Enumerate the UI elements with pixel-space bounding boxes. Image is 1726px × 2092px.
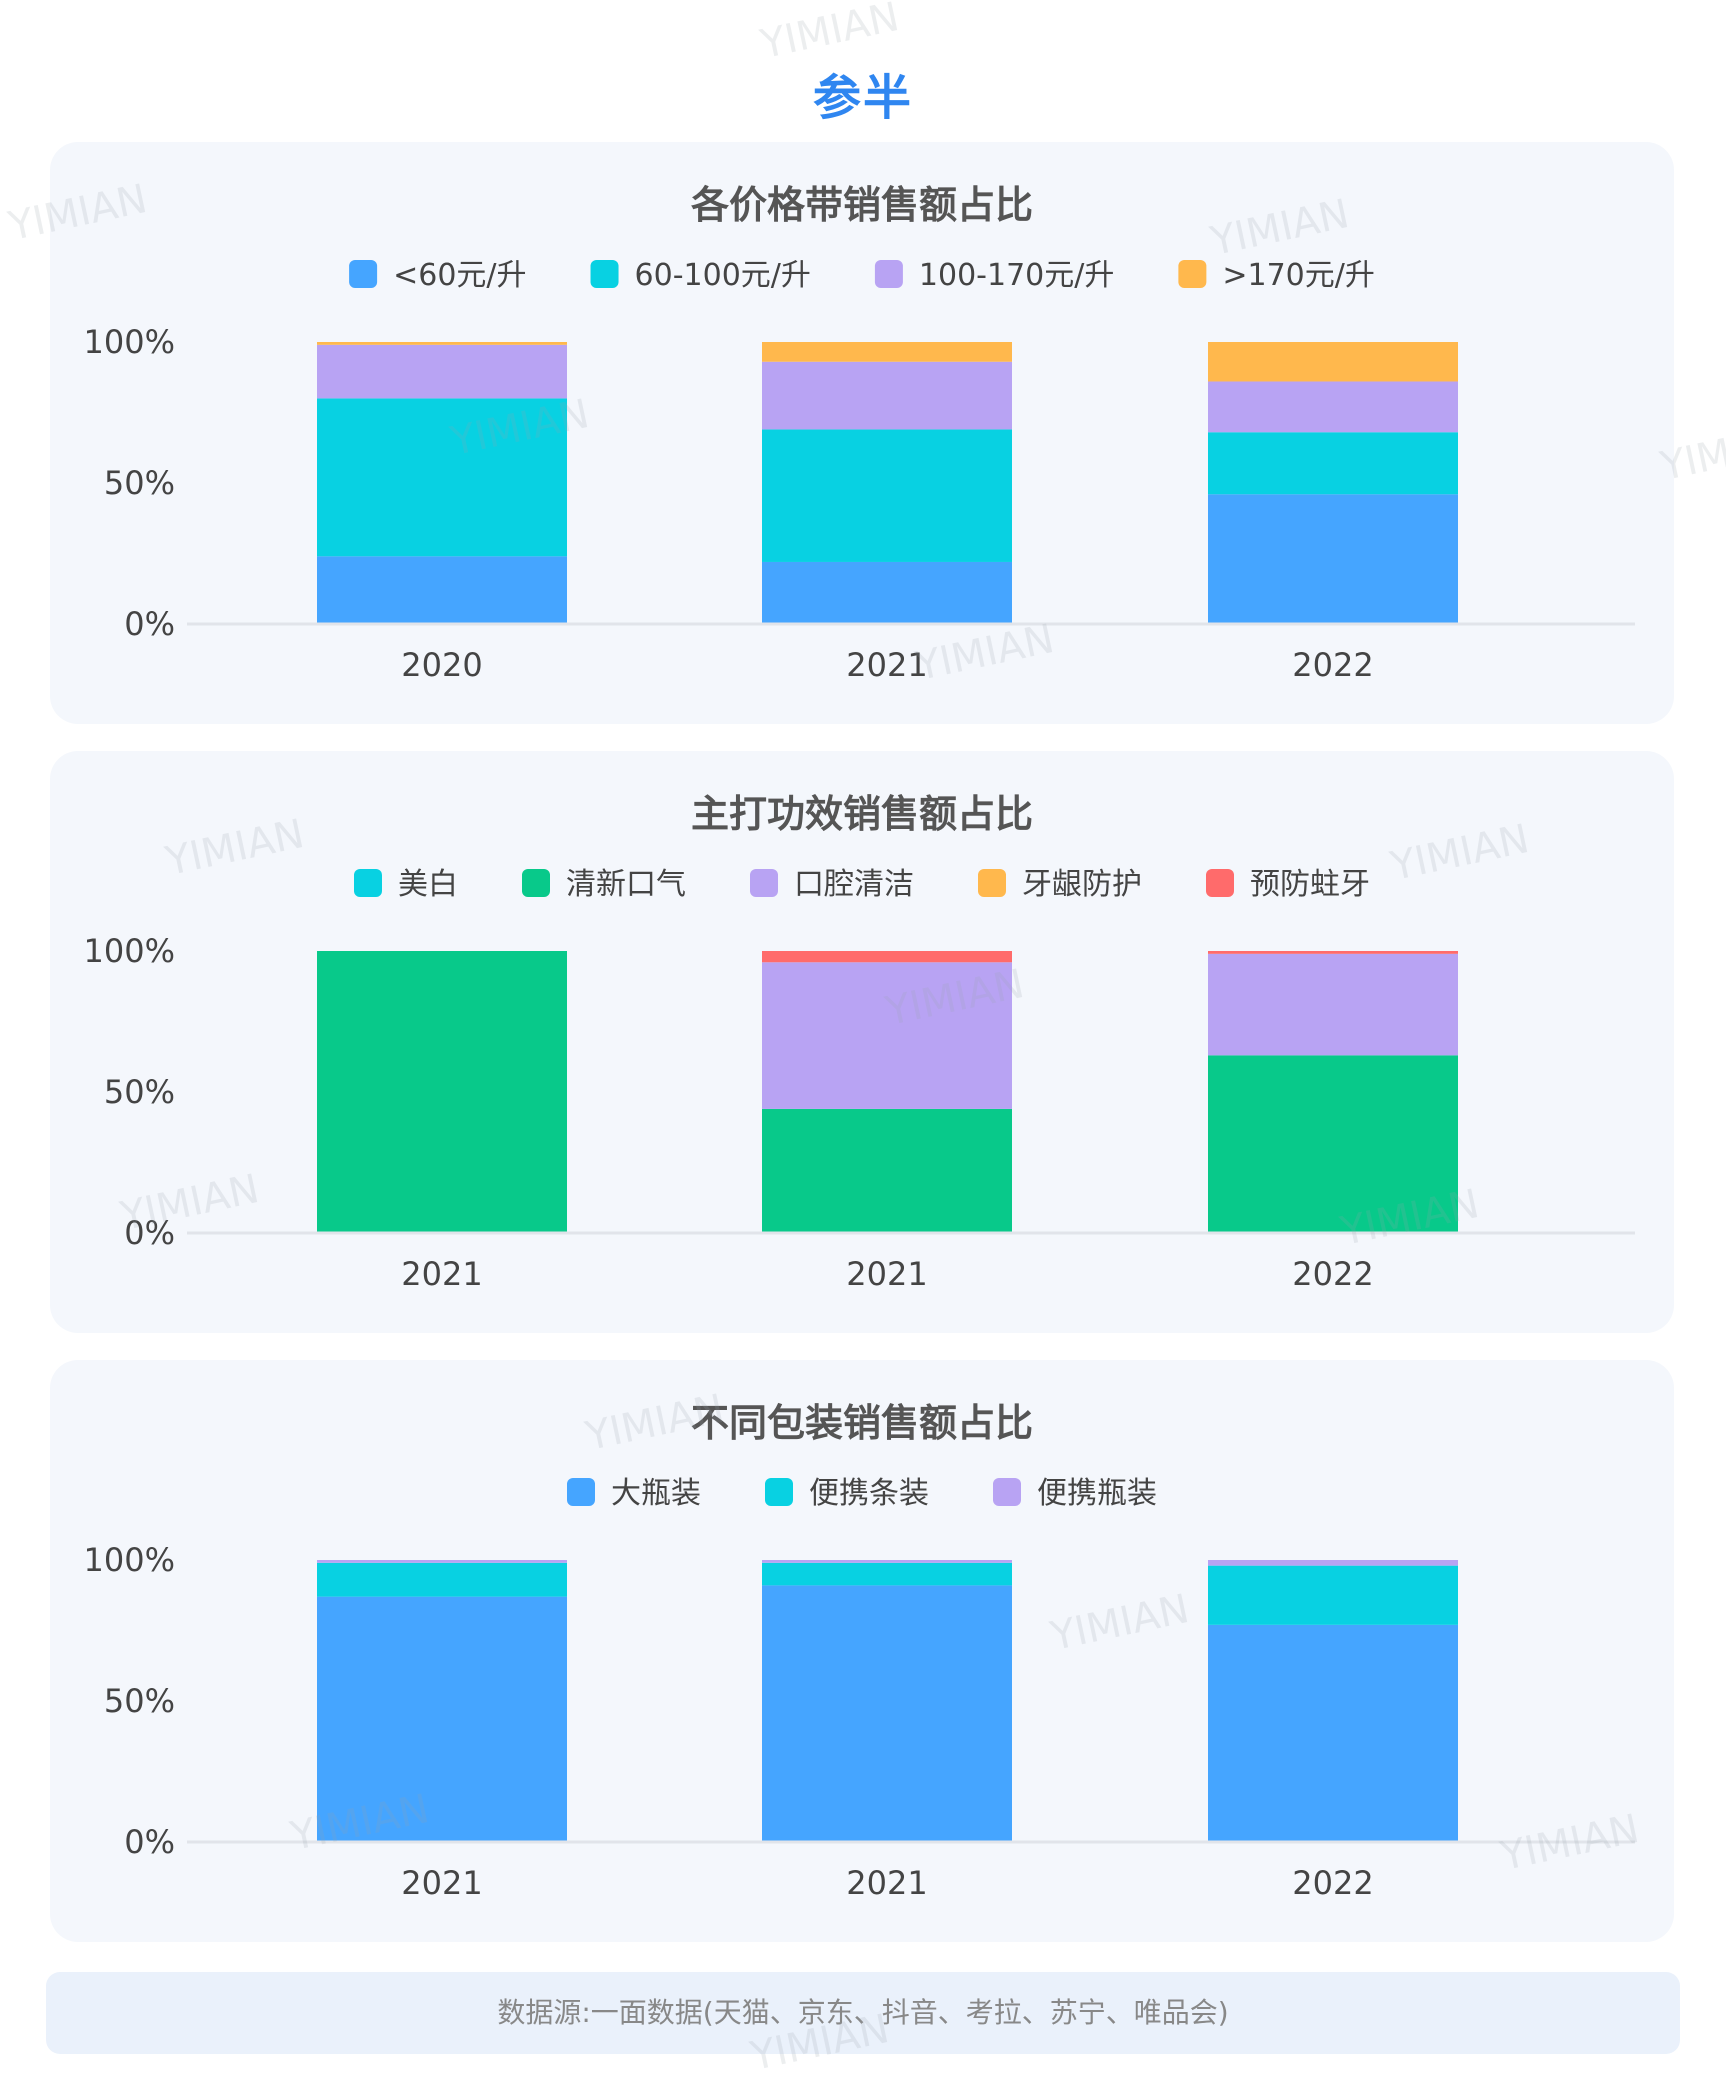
bar-segment <box>762 1560 1012 1563</box>
bar-segment <box>762 1585 1012 1842</box>
bar-segment <box>762 962 1012 1109</box>
data-source-footer: 数据源:一面数据(天猫、京东、抖音、考拉、苏宁、唯品会) <box>46 1972 1680 2054</box>
legend-swatch <box>1178 260 1207 288</box>
x-tick-label: 2021 <box>846 1255 927 1293</box>
x-tick-label: 2022 <box>1292 646 1373 684</box>
bar-segment <box>1208 1565 1458 1625</box>
bar-segment <box>317 344 567 399</box>
chart-card-price-band: 各价格带销售额占比 <60元/升 60-100元/升 100-170元/升 >170元/… <box>50 142 1674 724</box>
bar-segment <box>1208 381 1458 433</box>
y-tick-label: 0% <box>124 1214 175 1252</box>
x-tick-label: 2022 <box>1292 1255 1373 1293</box>
bar-segment <box>762 561 1012 624</box>
legend-label: 口腔清洁 <box>794 867 914 902</box>
chart-title: 各价格带销售额占比 <box>691 183 1033 227</box>
bar-segment <box>317 398 567 557</box>
legend-swatch <box>993 1478 1021 1506</box>
price-band-chart: 各价格带销售额占比 <60元/升 60-100元/升 100-170元/升 >170元/… <box>84 183 1635 684</box>
bar-segment <box>762 1108 1012 1233</box>
bar-segment <box>1208 432 1458 495</box>
x-tick-label: 2021 <box>846 646 927 684</box>
bar-segment <box>1208 1624 1458 1842</box>
bar-segment <box>1208 1560 1458 1566</box>
chart-card-packaging: 不同包装销售额占比大瓶装 便携条装 便携瓶装 0% 50% 100% 2021 2021 202… <box>50 1360 1674 1942</box>
legend-label: <60元/升 <box>393 258 526 293</box>
bar-segment <box>762 429 1012 562</box>
legend-label: 便携条装 <box>809 1476 929 1511</box>
legend-swatch <box>590 260 619 288</box>
legend-swatch <box>349 260 378 288</box>
y-tick-label: 0% <box>124 605 175 643</box>
y-tick-label: 100% <box>84 323 175 361</box>
x-tick-label: 2021 <box>401 1864 482 1902</box>
chart-title: 不同包装销售额占比 <box>691 1401 1033 1445</box>
legend-swatch <box>978 869 1006 897</box>
bar-segment <box>1208 494 1458 624</box>
bar-segment <box>762 342 1012 362</box>
legend-label: 60-100元/升 <box>635 258 811 293</box>
y-tick-label: 50% <box>104 1682 175 1720</box>
legend-label: 便携瓶装 <box>1037 1476 1157 1511</box>
bar-segment <box>762 951 1012 963</box>
legend-swatch <box>522 869 550 897</box>
legend-label: 美白 <box>398 867 458 902</box>
legend-swatch <box>765 1478 793 1506</box>
bar-segment <box>1208 953 1458 1056</box>
chart-card-efficacy: 主打功效销售额占比美白 清新口气 口腔清洁 牙龈防护 预防蛀牙 0% 50% 100% 2021… <box>50 751 1674 1333</box>
bar-segment <box>317 1562 567 1597</box>
bar-segment <box>317 1596 567 1842</box>
legend-swatch <box>874 260 903 288</box>
legend-label: 100-170元/升 <box>919 258 1114 293</box>
page-title: 参半 <box>812 70 913 126</box>
x-tick-label: 2021 <box>846 1864 927 1902</box>
bar-segment <box>317 342 567 345</box>
bar-segment <box>317 1560 567 1563</box>
bar-segment <box>1208 951 1458 954</box>
x-tick-label: 2022 <box>1292 1864 1373 1902</box>
legend-label: 牙龈防护 <box>1022 867 1142 902</box>
legend-swatch <box>750 869 778 897</box>
chart-title: 主打功效销售额占比 <box>691 792 1033 836</box>
bar-segment <box>317 951 567 1233</box>
y-tick-label: 50% <box>104 1073 175 1111</box>
bar-segment <box>762 1562 1012 1586</box>
bar-segment <box>317 556 567 624</box>
y-tick-label: 100% <box>84 1541 175 1579</box>
bar-segment <box>1208 342 1458 382</box>
y-tick-label: 100% <box>84 932 175 970</box>
legend-label: >170元/升 <box>1222 258 1375 293</box>
x-tick-label: 2020 <box>401 646 482 684</box>
legend-label: 清新口气 <box>566 867 686 902</box>
y-tick-label: 50% <box>104 464 175 502</box>
legend-swatch <box>567 1478 595 1506</box>
x-tick-label: 2021 <box>401 1255 482 1293</box>
legend-swatch <box>354 869 382 897</box>
legend-label: 大瓶装 <box>611 1476 701 1511</box>
legend-label: 预防蛀牙 <box>1250 867 1370 902</box>
y-tick-label: 0% <box>124 1823 175 1861</box>
legend-swatch <box>1206 869 1234 897</box>
bar-segment <box>762 361 1012 430</box>
bar-segment <box>1208 1055 1458 1233</box>
